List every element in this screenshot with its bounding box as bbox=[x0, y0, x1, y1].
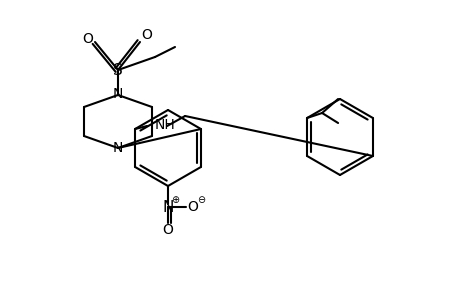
Text: S: S bbox=[113, 62, 123, 77]
Text: N: N bbox=[112, 87, 123, 101]
Text: O: O bbox=[82, 32, 93, 46]
Text: N: N bbox=[162, 200, 174, 214]
Text: N: N bbox=[112, 141, 123, 155]
Text: ⊖: ⊖ bbox=[196, 195, 205, 205]
Text: ⊕: ⊕ bbox=[171, 195, 179, 205]
Text: O: O bbox=[187, 200, 198, 214]
Text: NH: NH bbox=[155, 118, 175, 132]
Text: O: O bbox=[162, 223, 173, 237]
Text: O: O bbox=[141, 28, 152, 42]
